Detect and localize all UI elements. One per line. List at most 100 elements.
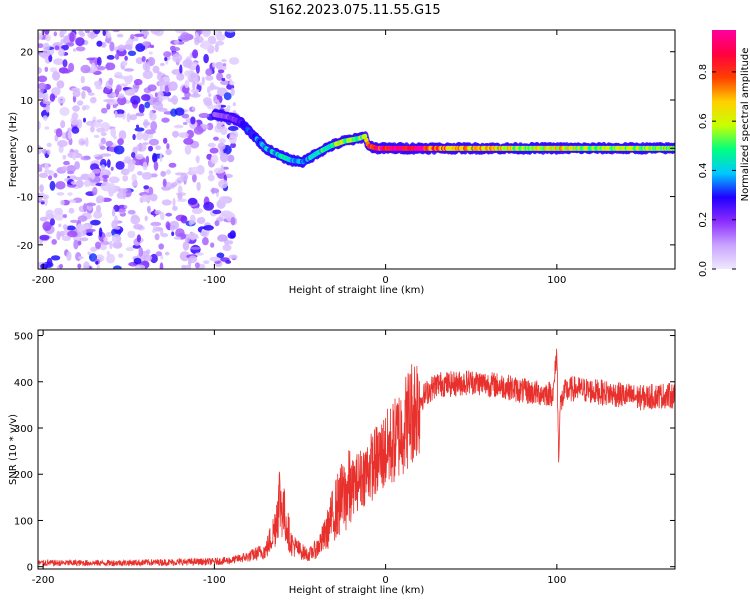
noise-blob (45, 103, 50, 113)
noise-blob (69, 32, 75, 43)
noise-blob (223, 92, 232, 101)
noise-blob (38, 172, 49, 178)
spectrogram-y-tick-label: -20 (17, 241, 33, 252)
colorbar-tick-label: 0.4 (698, 162, 709, 178)
spectrogram-y-tick-label: -10 (17, 193, 33, 204)
spectrogram-x-tick-label: 100 (547, 275, 566, 286)
noise-blob (115, 109, 125, 115)
noise-blob (201, 30, 211, 38)
spectrogram-x-tick-label: -100 (203, 275, 226, 286)
noise-blob (68, 207, 75, 214)
noise-blob (227, 104, 231, 112)
noise-blob (138, 247, 144, 257)
noise-blob (135, 264, 146, 269)
noise-blob (66, 225, 76, 231)
noise-blob (182, 122, 188, 125)
noise-blob (106, 159, 111, 168)
noise-blob (216, 33, 226, 41)
noise-blob (152, 229, 157, 233)
noise-blob (95, 65, 106, 70)
noise-blob (167, 98, 177, 103)
noise-blob (46, 142, 52, 148)
noise-blob (62, 154, 67, 160)
noise-blob (49, 218, 56, 226)
noise-blob (192, 80, 196, 90)
noise-blob (205, 75, 214, 81)
noise-blob (118, 253, 124, 259)
noise-blob (141, 172, 153, 180)
noise-blob (94, 80, 102, 88)
noise-blob (148, 138, 159, 146)
noise-blob (45, 34, 51, 42)
noise-blob (135, 124, 140, 129)
noise-blob (161, 117, 170, 123)
noise-blob (196, 217, 206, 224)
spectrogram-frame (37, 29, 676, 270)
noise-blob (70, 116, 78, 126)
noise-blob (203, 53, 209, 64)
spectrogram-heatmap (38, 30, 675, 269)
noise-blob (39, 184, 44, 193)
noise-blob (58, 223, 62, 228)
noise-blob (200, 231, 208, 237)
noise-blob (59, 30, 65, 38)
noise-blob (109, 41, 115, 52)
noise-blob (141, 94, 151, 102)
noise-blob (142, 121, 151, 126)
noise-blob (117, 93, 125, 99)
noise-blob (136, 131, 144, 141)
noise-blob (67, 170, 75, 175)
noise-blob (190, 88, 200, 93)
noise-blob (116, 84, 122, 92)
noise-blob (158, 96, 164, 103)
noise-blob (113, 104, 118, 109)
noise-blob (135, 112, 145, 117)
noise-blob (195, 155, 200, 164)
colorbar: 0.0 0.2 0.4 0.6 0.8 Normalized spectral ampl… (698, 30, 750, 277)
noise-blob (180, 32, 191, 43)
noise-blob (177, 185, 183, 195)
noise-blob (157, 71, 162, 76)
noise-blob (38, 145, 43, 155)
noise-blob (196, 181, 201, 191)
noise-blob (218, 196, 229, 203)
noise-blob (63, 160, 70, 166)
noise-blob (221, 77, 226, 82)
noise-blob (45, 209, 54, 218)
noise-blob (55, 128, 63, 138)
noise-blob (53, 31, 57, 37)
noise-blob (106, 250, 111, 256)
noise-blob (114, 110, 118, 118)
noise-blob (127, 209, 136, 215)
noise-blob (77, 215, 88, 222)
noise-blob (227, 154, 235, 163)
noise-blob (125, 247, 134, 252)
noise-blob (171, 231, 175, 237)
snr-y-tick-label: 500 (14, 332, 33, 343)
noise-blob (52, 42, 63, 48)
noise-blob (229, 80, 235, 86)
noise-blob (173, 236, 182, 240)
noise-blob (100, 132, 107, 137)
noise-blob (104, 87, 110, 94)
noise-blob (115, 53, 120, 60)
noise-blob (71, 126, 80, 134)
noise-blob (173, 131, 178, 139)
colorbar-tick-label: 0.2 (698, 212, 709, 228)
noise-blob (110, 166, 114, 171)
noise-blob (105, 232, 112, 238)
noise-blob (109, 240, 113, 250)
noise-blob (106, 253, 116, 264)
noise-blob (229, 240, 233, 245)
noise-blob (172, 53, 183, 63)
noise-blob (42, 42, 50, 52)
noise-blob (40, 194, 50, 200)
noise-blob (225, 30, 236, 33)
noise-blob (179, 64, 183, 74)
noise-blob (80, 173, 91, 180)
noise-blob (117, 138, 124, 146)
noise-blob (135, 153, 144, 160)
spectrogram-x-tick-label: -200 (32, 275, 55, 286)
noise-blob (117, 188, 128, 193)
noise-blob (114, 71, 123, 77)
